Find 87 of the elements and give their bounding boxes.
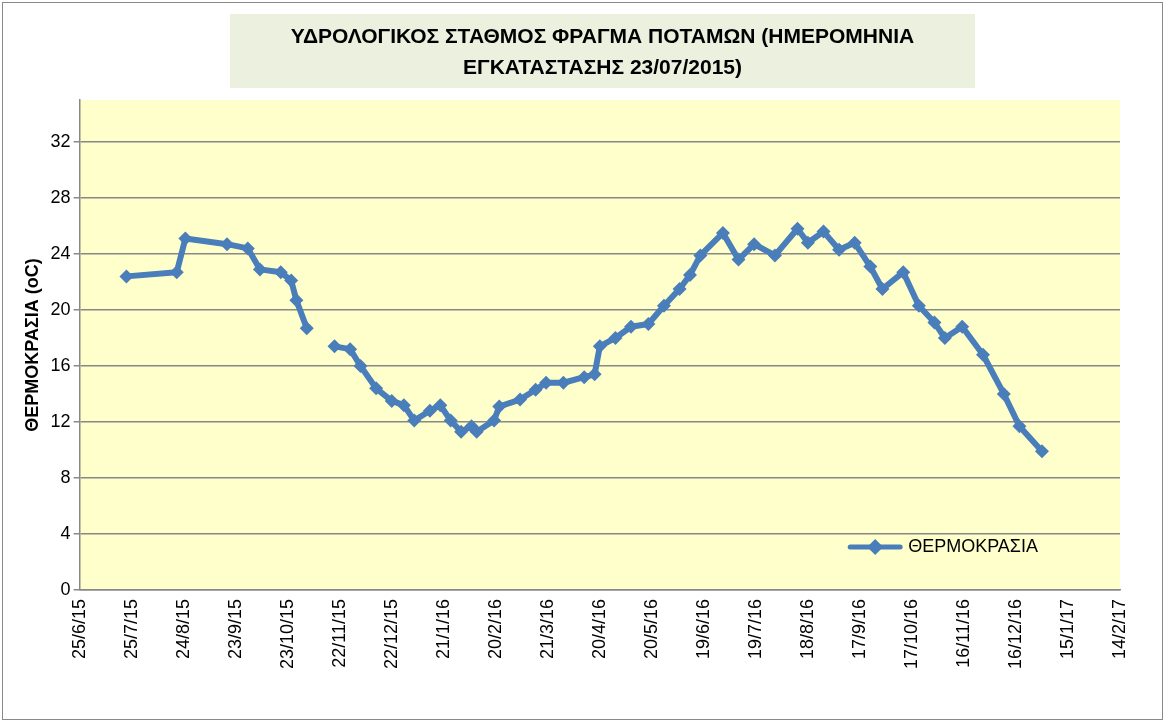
x-tick-label: 19/6/16 xyxy=(692,598,713,659)
x-tick-label: 24/8/15 xyxy=(172,598,193,659)
point xyxy=(863,259,878,274)
point xyxy=(693,248,708,263)
y-tick-label: 16 xyxy=(50,354,71,375)
point xyxy=(284,273,299,288)
point xyxy=(715,225,730,240)
x-tick-label: 22/11/15 xyxy=(328,598,349,668)
point xyxy=(937,330,952,345)
x-tick-label: 16/12/16 xyxy=(1004,598,1025,670)
point xyxy=(443,413,458,428)
x-tick-label: 22/12/15 xyxy=(380,598,401,670)
point xyxy=(955,319,970,334)
point xyxy=(1012,419,1027,434)
y-tick-label: 28 xyxy=(50,186,71,207)
x-tick-label: 21/3/16 xyxy=(536,598,557,659)
point xyxy=(592,339,607,354)
point xyxy=(832,242,847,257)
point xyxy=(252,262,267,277)
point xyxy=(816,224,831,239)
point xyxy=(422,403,437,418)
point xyxy=(731,252,746,267)
point xyxy=(577,370,592,385)
y-tick-label: 0 xyxy=(60,578,71,599)
point xyxy=(641,316,656,331)
x-tick-label: 23/9/15 xyxy=(224,598,245,659)
point xyxy=(492,399,507,414)
point xyxy=(790,221,805,236)
x-tick-label: 17/9/16 xyxy=(848,598,869,659)
point xyxy=(896,265,911,280)
chart-title: ΥΔΡΟΛΟΓΙΚΟΣ ΣΤΑΘΜΟΣ ΦΡΑΓΜΑ ΠΟΤΑΜΩΝ (ΗΜΕΡΟΜΗΝΙΑ ΕΓΚΑΤΑΣΤΑΣΗΣ 23/07/2015) xyxy=(230,14,975,88)
point xyxy=(513,392,528,407)
point xyxy=(327,339,342,354)
point xyxy=(528,382,543,397)
point xyxy=(682,267,697,282)
x-tick-label: 15/1/17 xyxy=(1056,598,1077,659)
point xyxy=(976,347,991,362)
point xyxy=(343,342,358,357)
point xyxy=(299,321,314,336)
x-tick-label: 20/5/16 xyxy=(640,598,661,659)
x-tick-label: 20/2/16 xyxy=(484,598,505,659)
point xyxy=(927,315,942,330)
x-tick-label: 17/10/16 xyxy=(900,598,921,670)
y-tick-label: 32 xyxy=(50,130,71,151)
point xyxy=(433,398,448,413)
point xyxy=(273,265,288,280)
point xyxy=(847,235,862,250)
point xyxy=(487,413,502,428)
x-tick-label: 19/7/16 xyxy=(744,598,765,659)
y-axis-title: ΘΕΡΜΟΚΡΑΣΙΑ (oC) xyxy=(21,258,42,432)
x-tick-label: 23/10/15 xyxy=(276,598,297,670)
point xyxy=(353,358,368,373)
x-tick-label: 25/6/15 xyxy=(68,598,89,659)
y-tick-label: 24 xyxy=(50,242,71,263)
x-tick-label: 18/8/16 xyxy=(796,598,817,659)
point xyxy=(240,241,255,256)
y-tick-label: 4 xyxy=(60,522,71,543)
point xyxy=(178,231,193,246)
legend-label: ΘΕΡΜΟΚΡΑΣΙΑ xyxy=(908,535,1038,556)
x-tick-label: 16/11/16 xyxy=(952,598,973,668)
x-tick-label: 21/1/16 xyxy=(432,598,453,659)
point xyxy=(800,235,815,250)
point xyxy=(384,393,399,408)
point xyxy=(220,237,235,252)
x-tick-label: 14/2/17 xyxy=(1108,598,1129,659)
point xyxy=(767,248,782,263)
point xyxy=(396,398,411,413)
point xyxy=(911,298,926,313)
point xyxy=(875,281,890,296)
point xyxy=(656,298,671,313)
x-tick-label: 20/4/16 xyxy=(588,598,609,659)
point xyxy=(119,269,134,284)
y-tick-label: 12 xyxy=(50,410,71,431)
point xyxy=(454,424,469,439)
point xyxy=(608,330,623,345)
point xyxy=(289,293,304,308)
y-tick-label: 8 xyxy=(60,466,71,487)
point xyxy=(587,367,602,382)
point xyxy=(747,237,762,252)
x-tick-label: 25/7/15 xyxy=(120,598,141,659)
y-tick-label: 20 xyxy=(50,298,71,319)
point xyxy=(469,424,484,439)
point xyxy=(1034,444,1049,459)
point xyxy=(996,386,1011,401)
point xyxy=(407,413,422,428)
point xyxy=(369,381,384,396)
point xyxy=(672,281,687,296)
